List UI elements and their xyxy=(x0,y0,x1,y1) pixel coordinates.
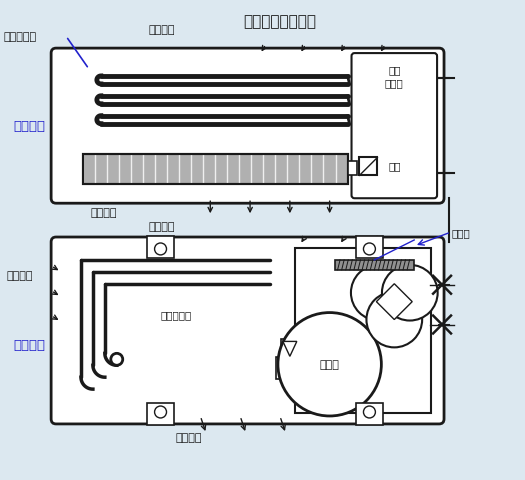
Bar xyxy=(334,260,414,270)
FancyBboxPatch shape xyxy=(51,238,444,424)
Text: 换向阀: 换向阀 xyxy=(452,228,471,238)
Circle shape xyxy=(278,313,381,416)
Text: 室内进风: 室内进风 xyxy=(149,25,175,35)
Bar xyxy=(146,237,174,258)
Text: 室外进风: 室外进风 xyxy=(149,222,175,231)
Circle shape xyxy=(154,243,166,255)
Bar xyxy=(83,155,348,185)
Bar xyxy=(355,237,383,258)
Text: 室内机组: 室内机组 xyxy=(13,120,45,133)
Text: 室内换热器: 室内换热器 xyxy=(3,32,37,42)
Text: 室外机组: 室外机组 xyxy=(13,338,45,351)
Bar xyxy=(348,162,358,176)
Text: 风机: 风机 xyxy=(388,161,401,171)
FancyBboxPatch shape xyxy=(352,54,437,199)
Text: 风机
电动机: 风机 电动机 xyxy=(385,65,404,88)
Circle shape xyxy=(154,406,166,418)
Circle shape xyxy=(111,354,123,365)
Circle shape xyxy=(351,265,407,321)
Circle shape xyxy=(363,243,375,255)
Circle shape xyxy=(366,292,422,348)
Bar xyxy=(83,155,348,185)
Polygon shape xyxy=(283,342,297,357)
Text: 压缩机: 压缩机 xyxy=(320,360,340,370)
Bar xyxy=(355,403,383,425)
Text: 室外换热器: 室外换热器 xyxy=(161,310,192,320)
Text: 室内出风: 室内出风 xyxy=(91,208,118,218)
Circle shape xyxy=(363,406,375,418)
Bar xyxy=(281,340,299,358)
Circle shape xyxy=(382,265,438,321)
Bar xyxy=(146,403,174,425)
Text: 分体挂壁式空调器: 分体挂壁式空调器 xyxy=(244,14,317,29)
FancyBboxPatch shape xyxy=(51,49,444,204)
Bar xyxy=(360,158,377,176)
Text: 室外进风: 室外进风 xyxy=(6,270,33,280)
Text: 室外出风: 室外出风 xyxy=(175,432,202,442)
Bar xyxy=(295,249,431,413)
Polygon shape xyxy=(376,284,412,320)
Bar xyxy=(276,358,304,379)
